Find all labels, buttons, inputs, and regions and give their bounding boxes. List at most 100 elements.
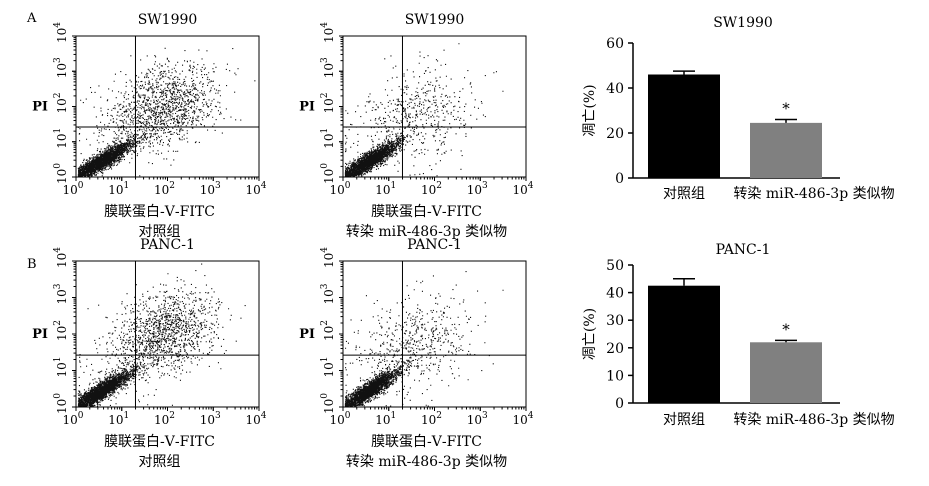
x-tick-exponent: 4	[261, 411, 267, 421]
x-axis-label: 膜联蛋白-Ⅴ-FITC	[104, 434, 215, 450]
x-tick-exponent: 3	[215, 411, 221, 421]
y-tick-exponent: 0	[53, 393, 63, 399]
y-tick-exponent: 1	[53, 128, 63, 134]
y-tick-exponent: 4	[320, 22, 330, 28]
y-tick-label: 101	[53, 356, 69, 377]
plot-title: SW1990	[138, 12, 198, 28]
x-tick-exponent: 0	[345, 181, 351, 191]
y-tick-exponent: 4	[53, 22, 63, 28]
y-tick-exponent: 1	[320, 128, 330, 134]
x-category-label: 对照组	[663, 186, 705, 202]
y-tick-label: 100	[320, 163, 336, 184]
x-tick-label: 104	[512, 411, 533, 427]
plot-title: SW1990	[405, 12, 465, 28]
x-tick-exponent: 1	[391, 181, 397, 191]
y-tick-exponent: 2	[320, 320, 330, 326]
x-tick-label: 101	[375, 411, 396, 427]
x-axis-label: 膜联蛋白-Ⅴ-FITC	[371, 204, 482, 220]
scatter-dots	[77, 47, 256, 177]
x-tick-exponent: 3	[482, 411, 488, 421]
y-tick-exponent: 4	[320, 247, 330, 253]
plot-caption: 转染 miR-486-3p 类似物	[346, 224, 507, 240]
x-tick-label: 102	[421, 411, 442, 427]
y-tick-label: 101	[53, 128, 69, 149]
plot-title: PANC-1	[407, 237, 462, 253]
scatter-dots	[77, 263, 246, 407]
x-category-label: 对照组	[663, 412, 705, 428]
y-tick-label: 102	[320, 92, 336, 113]
plot-caption: 对照组	[139, 454, 181, 470]
y-tick-label: 101	[320, 128, 336, 149]
y-tick-label: 103	[53, 57, 69, 78]
y-tick-label: 50	[606, 258, 624, 274]
x-tick-exponent: 1	[124, 181, 130, 191]
y-axis-label: PI	[32, 100, 48, 115]
x-tick-exponent: 3	[215, 181, 221, 191]
x-tick-exponent: 0	[345, 411, 351, 421]
x-tick-exponent: 2	[169, 181, 175, 191]
y-tick-exponent: 0	[320, 163, 330, 169]
y-tick-exponent: 4	[53, 247, 63, 253]
x-tick-exponent: 4	[528, 411, 534, 421]
y-tick-label: 0	[615, 171, 624, 187]
x-tick-exponent: 2	[436, 181, 442, 191]
dot-cloud	[344, 43, 504, 177]
significance-marker: *	[782, 100, 790, 118]
log-ticks	[72, 35, 260, 181]
y-tick-label: 100	[320, 393, 336, 414]
dot-cloud	[344, 271, 504, 407]
y-tick-exponent: 2	[53, 320, 63, 326]
x-tick-exponent: 1	[391, 411, 397, 421]
dot-cloud	[77, 263, 246, 407]
scatter-dots	[344, 271, 504, 407]
y-tick-exponent: 2	[53, 92, 63, 98]
x-tick-label: 103	[200, 411, 221, 427]
x-tick-label: 104	[245, 411, 266, 427]
y-tick-exponent: 1	[320, 356, 330, 362]
x-tick-exponent: 0	[78, 411, 84, 421]
plot-caption: 对照组	[139, 224, 181, 240]
y-axis-label: PI	[299, 100, 315, 115]
plot-title: PANC-1	[140, 237, 195, 253]
y-axis-label: 凋亡(%)	[582, 308, 598, 360]
x-tick-label: 102	[421, 181, 442, 197]
chart-title: PANC-1	[716, 242, 771, 258]
x-axis-label: 膜联蛋白-Ⅴ-FITC	[371, 434, 482, 450]
y-tick-exponent: 0	[320, 393, 330, 399]
y-tick-label: 102	[53, 92, 69, 113]
y-tick-label: 104	[53, 22, 69, 43]
y-tick-label: 40	[606, 286, 624, 302]
x-tick-label: 102	[154, 181, 175, 197]
x-tick-label: 101	[375, 181, 396, 197]
x-tick-label: 101	[108, 181, 129, 197]
y-tick-label: 103	[320, 57, 336, 78]
y-tick-label: 104	[320, 247, 336, 268]
x-axis-label: 膜联蛋白-Ⅴ-FITC	[104, 204, 215, 220]
y-tick-label: 60	[606, 36, 624, 52]
log-ticks	[339, 260, 527, 411]
plot-caption: 转染 miR-486-3p 类似物	[346, 454, 507, 470]
bar	[648, 285, 720, 403]
chart-title: SW1990	[713, 15, 773, 31]
bar-chart: SW1990 0 20 40 60 * 对照组 转染 miR-486-3p 类似物 凋亡(%)	[582, 15, 895, 202]
x-tick-exponent: 4	[261, 181, 267, 191]
x-tick-exponent: 1	[124, 411, 130, 421]
log-ticks	[339, 35, 527, 181]
log-ticks	[72, 260, 260, 411]
x-category-label: 转染 miR-486-3p 类似物	[733, 412, 894, 428]
y-axis-label: 凋亡(%)	[582, 84, 598, 136]
x-tick-label: 101	[108, 411, 129, 427]
x-tick-label: 102	[154, 411, 175, 427]
y-tick-exponent: 2	[320, 92, 330, 98]
x-category-label: 转染 miR-486-3p 类似物	[733, 186, 894, 202]
x-tick-label: 104	[512, 181, 533, 197]
scatter-dots	[344, 43, 504, 177]
x-tick-label: 103	[467, 411, 488, 427]
y-tick-exponent: 3	[53, 283, 63, 289]
x-tick-exponent: 2	[436, 411, 442, 421]
dot-cloud	[77, 47, 256, 177]
bar	[648, 74, 720, 178]
